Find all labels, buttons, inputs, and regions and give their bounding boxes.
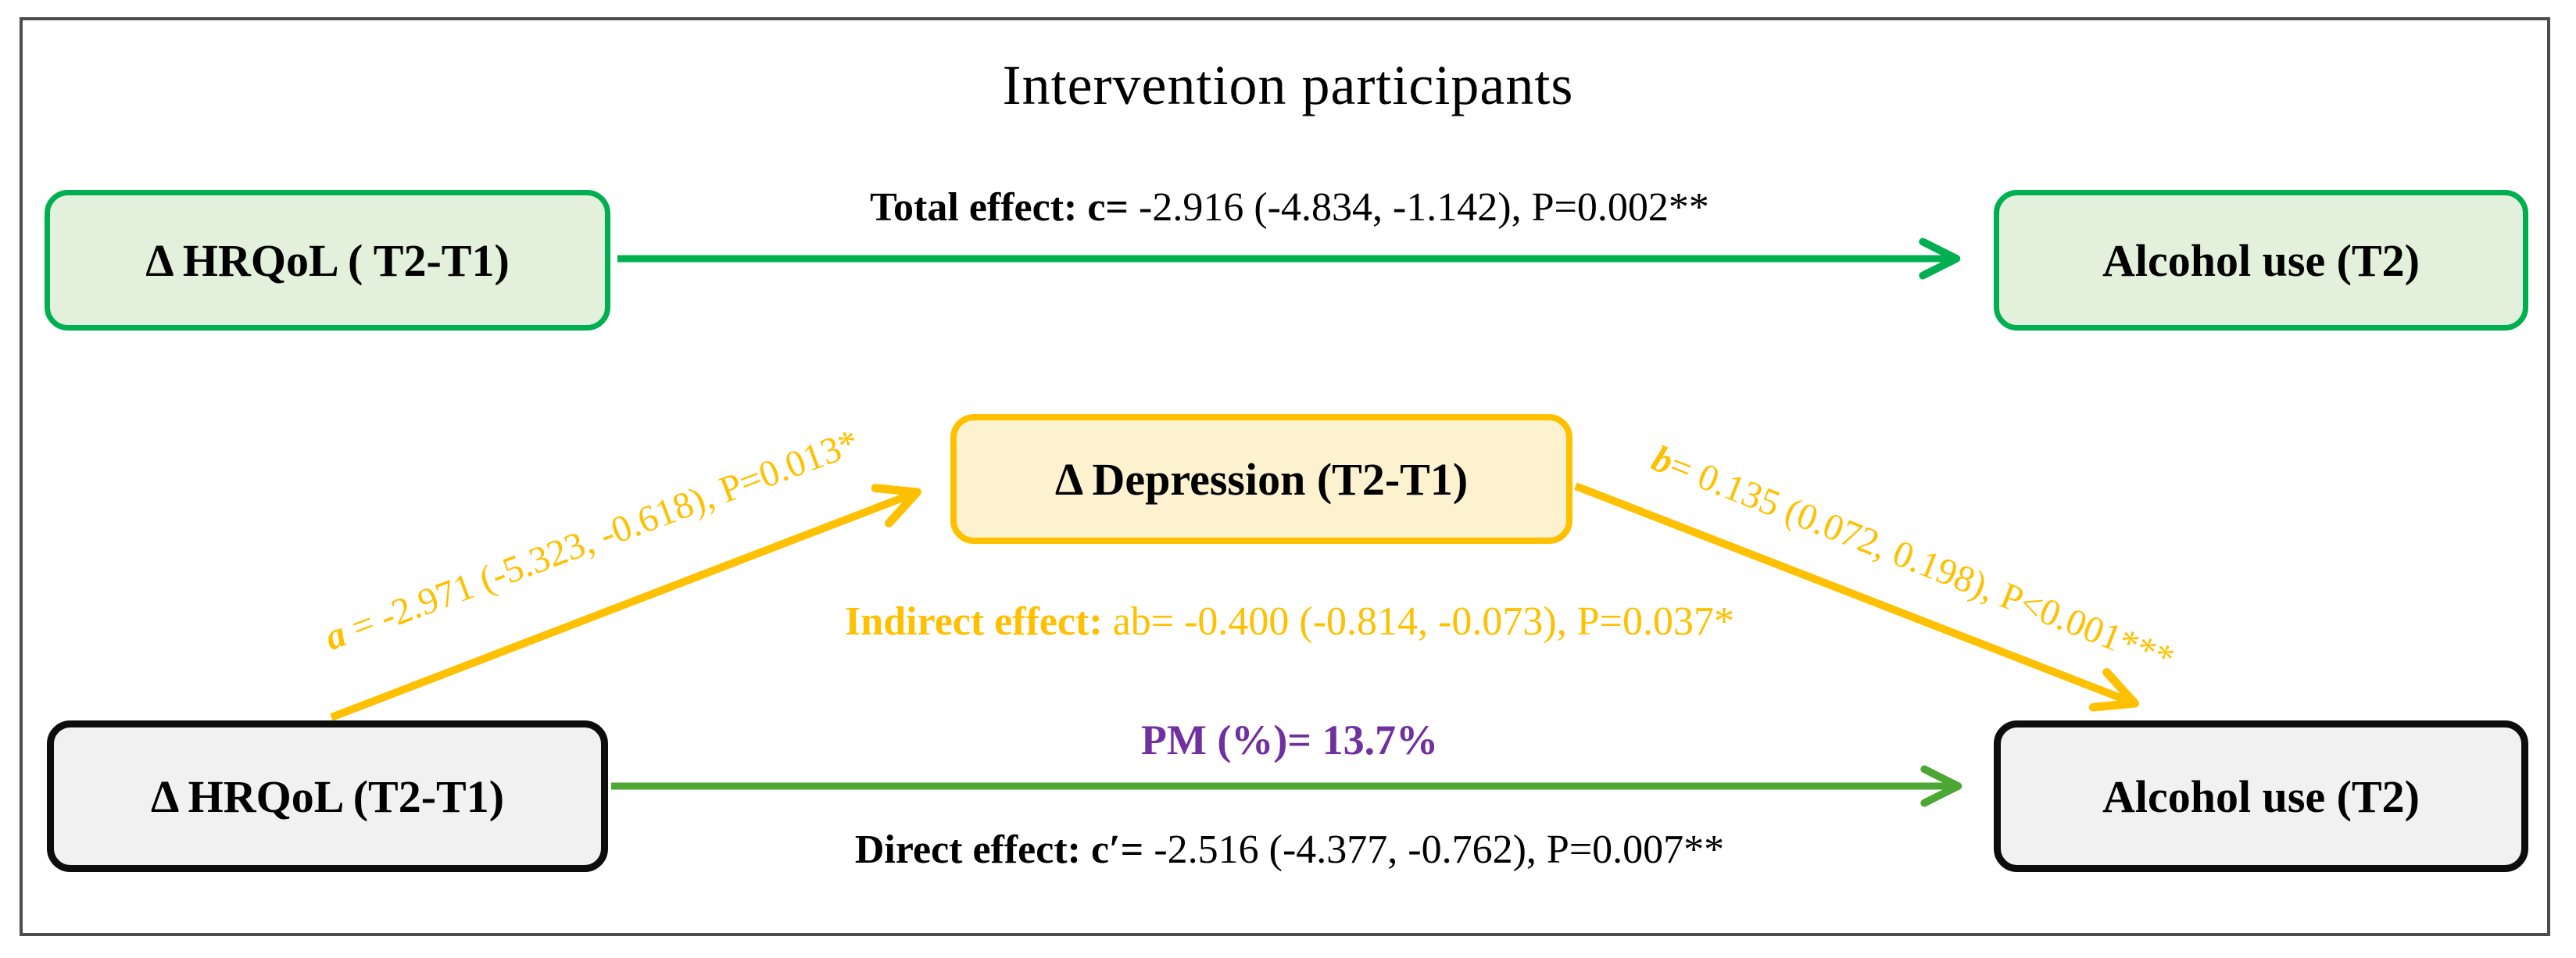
total-effect-label: Total effect: c= <box>870 185 1129 230</box>
direct-effect-text: Direct effect: c′= -2.516 (-4.377, -0.76… <box>508 827 2071 873</box>
indirect-effect-text: Indirect effect: ab= -0.400 (-0.814, -0.… <box>508 599 2071 645</box>
predictor-box-total: Δ HRQoL ( T2-T1) <box>45 190 610 331</box>
total-effect-text: Total effect: c= -2.916 (-4.834, -1.142)… <box>508 184 2071 231</box>
outcome-box-direct: Alcohol use (T2) <box>1994 720 2528 872</box>
direct-effect-value: -2.516 (-4.377, -0.762), P=0.007** <box>1143 828 1725 872</box>
direct-effect-label: Direct effect: c′= <box>854 828 1144 872</box>
outcome-box-total: Alcohol use (T2) <box>1994 190 2528 331</box>
indirect-effect-value: ab= -0.400 (-0.814, -0.073), P=0.037* <box>1102 599 1734 644</box>
total-effect-value: -2.916 (-4.834, -1.142), P=0.002** <box>1129 185 1709 230</box>
diagram-title: Intervention participants <box>1002 54 1574 116</box>
diagram-frame <box>20 17 2550 936</box>
indirect-effect-label: Indirect effect: <box>845 599 1103 644</box>
predictor-box-direct: Δ HRQoL (T2-T1) <box>47 720 608 872</box>
proportion-mediated-text: PM (%)= 13.7% <box>1140 717 1439 763</box>
mediator-box: Δ Depression (T2-T1) <box>950 414 1572 544</box>
